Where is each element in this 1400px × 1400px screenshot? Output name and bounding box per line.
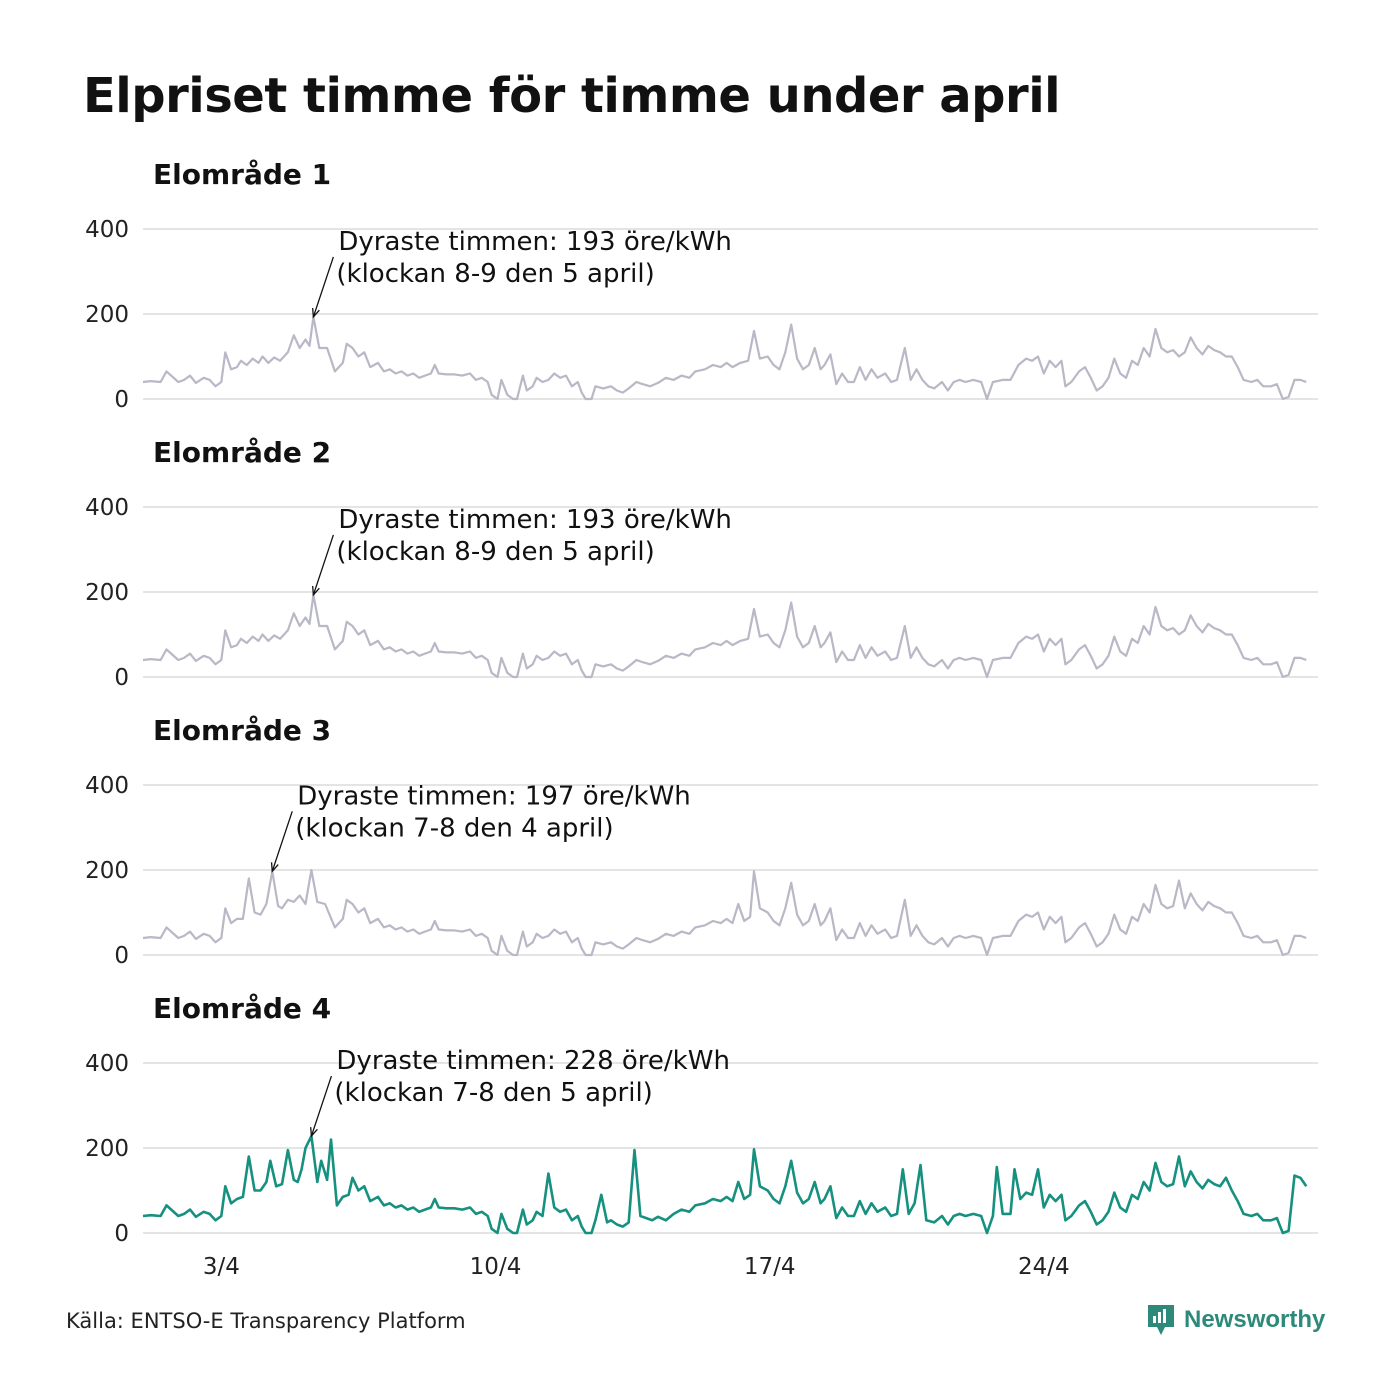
y-tick-label: 0 bbox=[114, 387, 129, 413]
y-tick-label: 200 bbox=[85, 580, 129, 606]
x-tick-label: 17/4 bbox=[744, 1254, 796, 1280]
newsworthy-logo-icon bbox=[1148, 1305, 1174, 1335]
annotation-text: Dyraste timmen: 197 öre/kWh bbox=[297, 781, 691, 811]
brand-logo: Newsworthy bbox=[1146, 1303, 1325, 1337]
x-tick-label: 24/4 bbox=[1018, 1254, 1070, 1280]
annotation-arrow bbox=[271, 811, 293, 872]
source-note: Källa: ENTSO-E Transparency Platform bbox=[66, 1309, 466, 1333]
annotation-arrow bbox=[312, 256, 334, 318]
panel-title: Elområde 4 bbox=[153, 992, 331, 1025]
y-tick-label: 200 bbox=[85, 1136, 129, 1162]
annotation-arrow bbox=[312, 534, 334, 596]
annotation-arrowhead bbox=[312, 585, 320, 597]
annotation-arrowhead bbox=[312, 307, 320, 319]
series-line bbox=[142, 315, 1307, 401]
annotation-text: (klockan 7-8 den 5 april) bbox=[334, 1078, 652, 1108]
annotation-arrowhead bbox=[310, 1127, 318, 1138]
annotation-text: (klockan 8-9 den 5 april) bbox=[336, 537, 654, 567]
brand-name: Newsworthy bbox=[1184, 1306, 1326, 1333]
annotation-text: Dyraste timmen: 193 öre/kWh bbox=[338, 505, 732, 535]
series-line bbox=[142, 1134, 1308, 1235]
series-line bbox=[142, 868, 1307, 957]
annotation-arrow bbox=[310, 1075, 333, 1137]
y-tick-label: 400 bbox=[85, 773, 129, 799]
annotation-text: Dyraste timmen: 228 öre/kWh bbox=[336, 1046, 730, 1076]
chart-title: Elpriset timme för timme under april bbox=[83, 68, 1061, 124]
y-tick-label: 400 bbox=[85, 495, 129, 521]
y-tick-label: 200 bbox=[85, 858, 129, 884]
x-tick-label: 3/4 bbox=[203, 1254, 240, 1280]
y-tick-label: 0 bbox=[114, 665, 129, 691]
y-tick-label: 0 bbox=[114, 1221, 129, 1247]
panel-title: Elområde 3 bbox=[153, 714, 331, 747]
annotation-text: (klockan 8-9 den 5 april) bbox=[336, 259, 654, 289]
annotation-text: (klockan 7-8 den 4 april) bbox=[295, 813, 613, 843]
y-tick-label: 400 bbox=[85, 1051, 129, 1077]
series-line bbox=[142, 593, 1307, 679]
panel-title: Elområde 2 bbox=[153, 436, 331, 469]
y-tick-label: 0 bbox=[114, 943, 129, 969]
y-tick-label: 400 bbox=[85, 217, 129, 243]
annotation-text: Dyraste timmen: 193 öre/kWh bbox=[338, 227, 732, 257]
annotation-arrowhead bbox=[270, 862, 279, 873]
y-tick-label: 200 bbox=[85, 302, 129, 328]
x-tick-label: 10/4 bbox=[470, 1254, 522, 1280]
panel-title: Elområde 1 bbox=[153, 158, 331, 191]
